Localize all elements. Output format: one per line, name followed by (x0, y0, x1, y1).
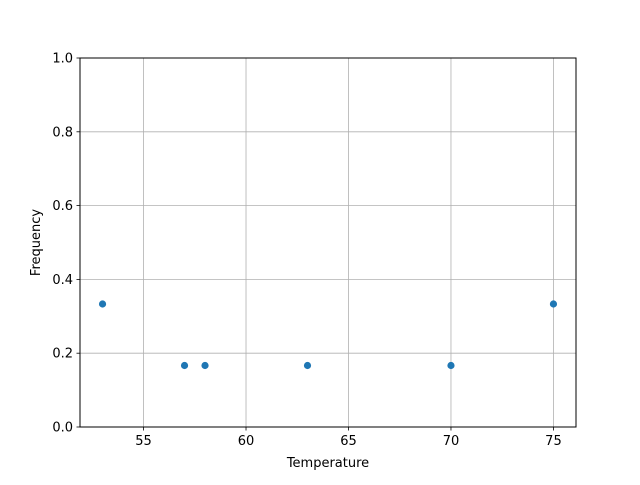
grid-lines (80, 57, 576, 428)
data-point (98, 300, 107, 308)
y-tick-label: 0.2 (52, 347, 73, 362)
x-tick-label: 70 (443, 434, 460, 449)
y-tick-label: 0.6 (52, 199, 73, 214)
data-point (303, 361, 312, 370)
y-tick-label: 1.0 (52, 52, 73, 67)
data-point (201, 361, 209, 370)
data-points (98, 300, 558, 370)
data-point (180, 361, 189, 370)
y-tick-label: 0.4 (52, 273, 73, 288)
x-axis-label: Temperature (286, 456, 369, 471)
x-axis-ticks: 55 60 65 70 75 (135, 427, 562, 449)
x-tick-label: 55 (135, 434, 152, 449)
plot-frame (79, 57, 577, 428)
y-axis-label: Frequency (29, 209, 44, 276)
x-tick-label: 65 (340, 434, 357, 449)
y-tick-label: 0.0 (52, 421, 73, 436)
data-point (447, 361, 455, 370)
x-tick-label: 75 (545, 434, 562, 449)
y-tick-label: 0.8 (52, 125, 73, 140)
y-axis-ticks: 0.0 0.2 0.4 0.6 0.8 1.0 (52, 52, 80, 436)
x-tick-label: 60 (238, 434, 255, 449)
data-point (549, 300, 558, 308)
